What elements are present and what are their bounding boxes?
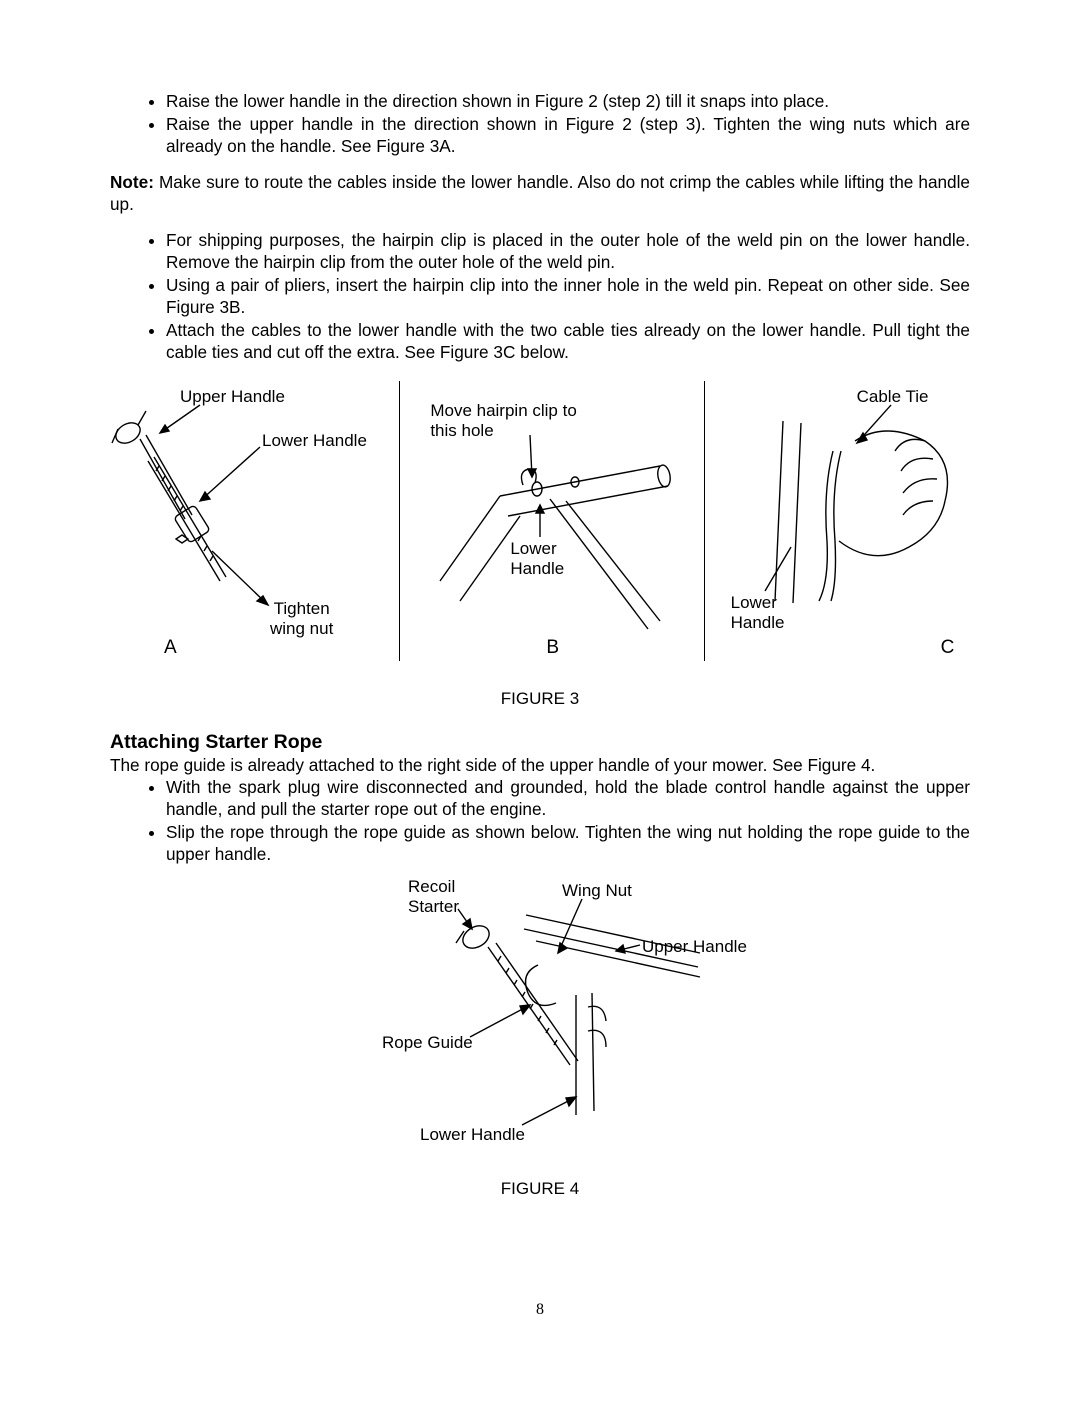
bullet-list-bottom: With the spark plug wire disconnected an… (110, 776, 970, 865)
page-number: 8 (0, 1301, 1080, 1319)
bullet-item: Raise the lower handle in the direction … (166, 90, 970, 112)
note-text: Make sure to route the cables inside the… (110, 172, 970, 214)
bullet-item: For shipping purposes, the hairpin clip … (166, 229, 970, 273)
figure-4-drawing (320, 875, 760, 1175)
figure-3b-drawing (400, 381, 704, 661)
figure-3a-drawing (110, 381, 400, 661)
bullet-item: Slip the rope through the rope guide as … (166, 821, 970, 865)
document-page: Raise the lower handle in the direction … (0, 0, 1080, 1409)
bullet-item: Using a pair of pliers, insert the hairp… (166, 274, 970, 318)
bullet-list-mid: For shipping purposes, the hairpin clip … (110, 229, 970, 363)
bullet-item: With the spark plug wire disconnected an… (166, 776, 970, 820)
figure-3c-drawing (705, 381, 971, 661)
note-label: Note: (110, 172, 154, 192)
figure-3c: Cable Tie Lower Handle C (705, 381, 970, 661)
section-intro: The rope guide is already attached to th… (110, 754, 970, 776)
bullet-item: Attach the cables to the lower handle wi… (166, 319, 970, 363)
figure-4-caption: FIGURE 4 (110, 1179, 970, 1199)
section-heading: Attaching Starter Rope (110, 731, 970, 754)
bullet-list-top: Raise the lower handle in the direction … (110, 90, 970, 157)
figure-3b: Move hairpin clip to this hole Lower Han… (400, 381, 704, 661)
figure-4: Recoil Starter Wing Nut Upper Handle Rop… (320, 875, 760, 1175)
figure-3a: Upper Handle Lower Handle Tighten wing n… (110, 381, 400, 661)
note-paragraph: Note: Make sure to route the cables insi… (110, 171, 970, 215)
figure-3-caption: FIGURE 3 (110, 689, 970, 709)
figure-3-row: Upper Handle Lower Handle Tighten wing n… (110, 381, 970, 661)
bullet-item: Raise the upper handle in the direction … (166, 113, 970, 157)
